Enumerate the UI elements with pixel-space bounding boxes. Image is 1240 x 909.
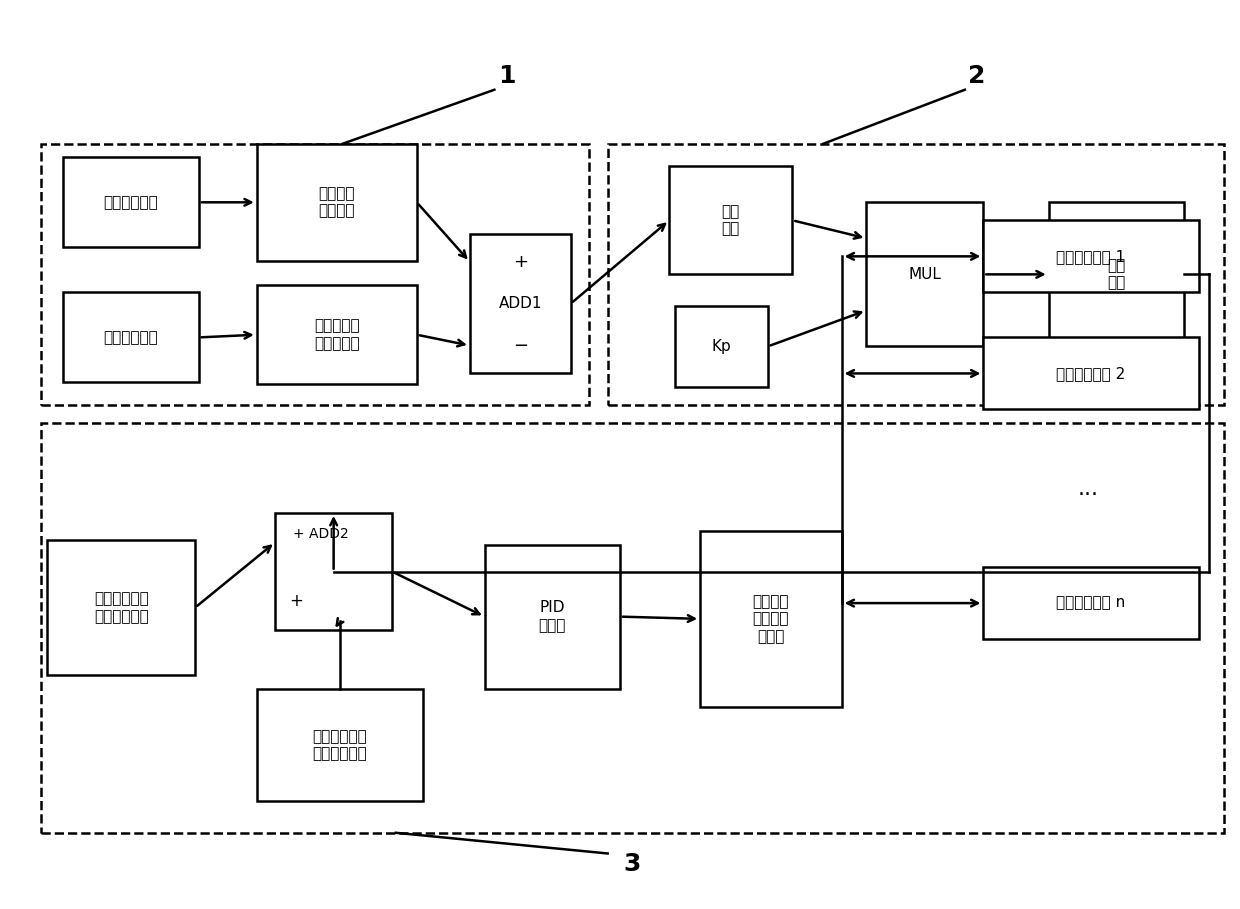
Text: −: −: [512, 336, 528, 355]
Bar: [867, 203, 983, 346]
Bar: [676, 306, 768, 387]
Text: 下一时间点
预测负荷值: 下一时间点 预测负荷值: [314, 318, 360, 351]
Text: +: +: [289, 592, 303, 610]
Text: 火力发电
机组群指
令平衡: 火力发电 机组群指 令平衡: [753, 594, 789, 644]
Bar: [983, 567, 1199, 639]
Bar: [257, 144, 417, 261]
Bar: [470, 234, 570, 374]
Text: 1: 1: [498, 65, 516, 88]
Text: 火力发电机组
群实时总功率: 火力发电机组 群实时总功率: [312, 729, 367, 761]
Text: 2: 2: [968, 65, 986, 88]
Bar: [63, 157, 198, 247]
Text: 火力发电机组 n: 火力发电机组 n: [1056, 595, 1126, 611]
Text: ADD1: ADD1: [498, 296, 542, 311]
Text: 实时负荷
品质判断: 实时负荷 品质判断: [319, 186, 355, 218]
Bar: [47, 540, 195, 675]
Text: MUL: MUL: [909, 267, 941, 282]
Bar: [983, 220, 1199, 293]
Bar: [41, 423, 1224, 833]
Text: PID
控制器: PID 控制器: [538, 601, 565, 633]
Bar: [275, 513, 392, 630]
Text: 火力发电机组 2: 火力发电机组 2: [1056, 366, 1126, 381]
Bar: [608, 144, 1224, 405]
Text: +: +: [512, 253, 528, 271]
Text: 负荷测量装置: 负荷测量装置: [104, 195, 159, 210]
Text: 火力发电机组 1: 火力发电机组 1: [1056, 249, 1126, 264]
Bar: [257, 689, 423, 801]
Text: 调整
死区: 调整 死区: [722, 205, 740, 236]
Text: 火力发电机组
群总功率设定: 火力发电机组 群总功率设定: [94, 592, 149, 624]
Text: Kp: Kp: [712, 339, 732, 354]
Bar: [701, 531, 842, 706]
Bar: [257, 285, 417, 385]
Bar: [983, 337, 1199, 409]
Bar: [63, 293, 198, 383]
Bar: [41, 144, 589, 405]
Bar: [485, 544, 620, 689]
Bar: [670, 166, 792, 275]
Text: 负荷预测模块: 负荷预测模块: [104, 330, 159, 345]
Text: 3: 3: [624, 853, 641, 876]
Text: + ADD2: + ADD2: [293, 527, 348, 541]
Text: 限幅
模块: 限幅 模块: [1107, 258, 1126, 291]
Text: ···: ···: [1078, 485, 1099, 505]
Bar: [1049, 203, 1184, 346]
